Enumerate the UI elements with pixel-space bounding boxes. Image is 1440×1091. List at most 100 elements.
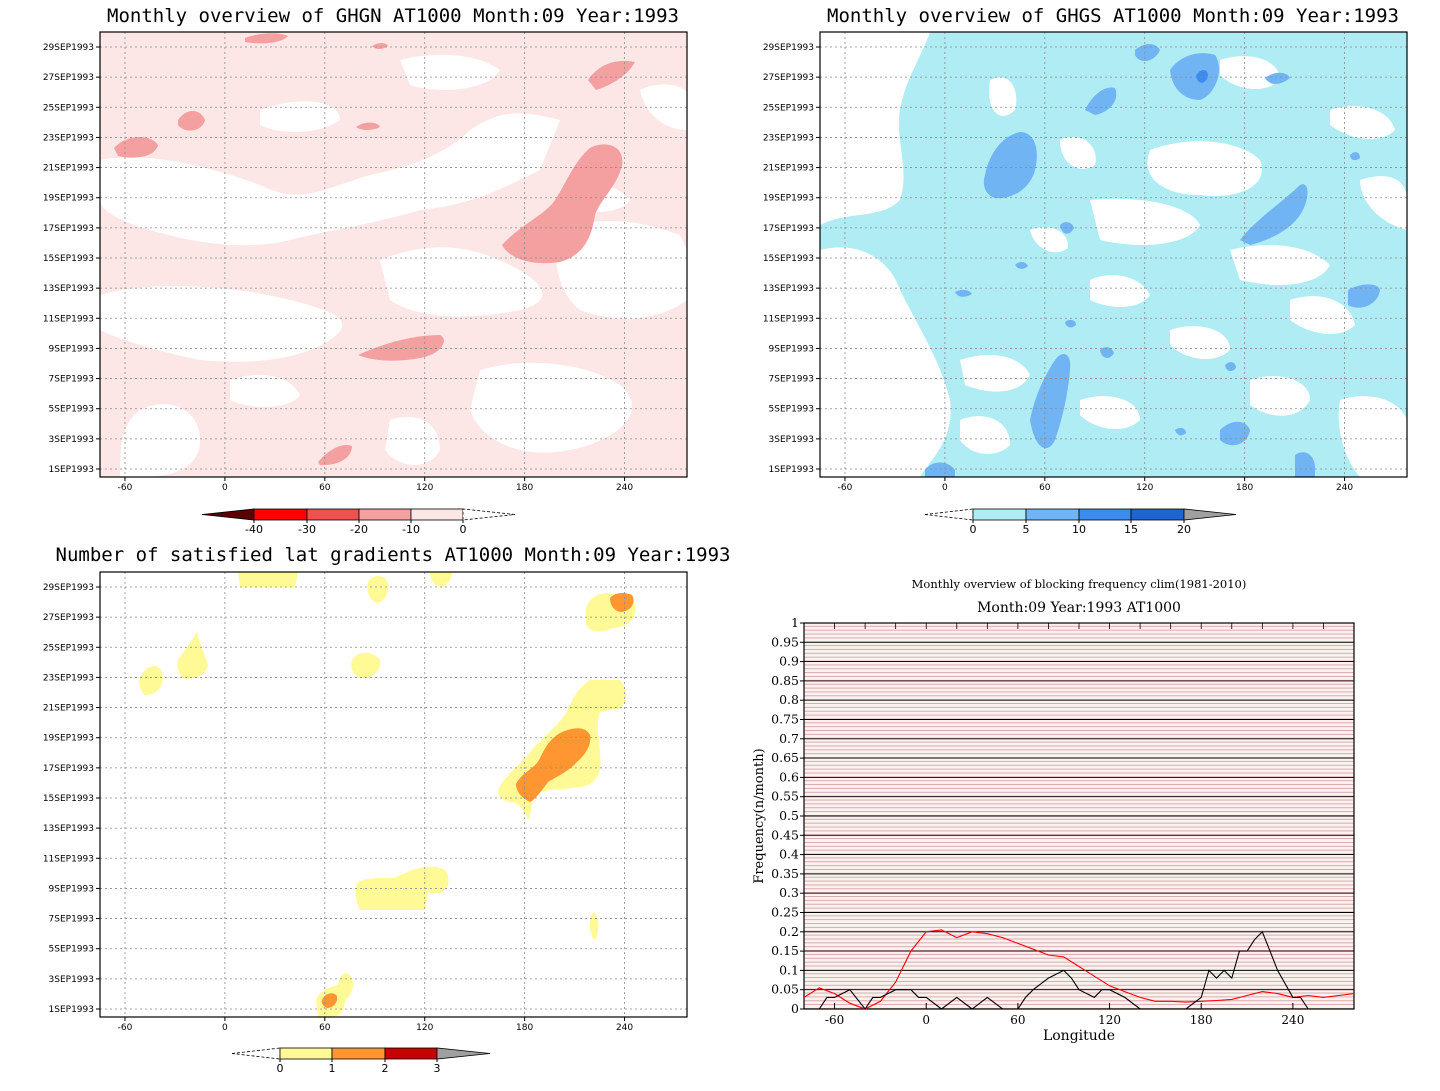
y-tick-label: 0.4 [779,847,799,862]
colorbar-label: -30 [298,523,316,536]
y-tick-label: 1SEP1993 [49,1005,94,1015]
y-tick-label: 29SEP1993 [43,43,94,53]
axes-ghgs: -60 0 60 120 180 240 1SEP1993 3SEP1993 5SEP1993 7… [763,31,1408,493]
y-tick-label: 0.45 [771,827,799,842]
x-tick-label: 240 [1281,1013,1304,1027]
y-tick-label: 0.85 [771,673,799,688]
y-tick-label: 3SEP1993 [49,975,94,985]
y-tick-label: 21SEP1993 [43,704,94,714]
colorbar-label: 10 [1072,523,1086,536]
y-tick-label: 0.8 [779,692,799,707]
colorbar-segment [306,508,360,521]
colorbar-label: 0 [460,523,467,536]
x-tick-label: 0 [222,483,228,493]
colorbar-segment [331,1047,386,1060]
x-tick-label: 180 [1190,1013,1213,1027]
y-tick-label: 23SEP1993 [43,673,94,683]
colorbar-triangle [462,508,516,521]
axes-blocking: 0 0.05 0.1 0.15 0.2 0.25 0.3 0.35 0.4 0.45 0.5 0.55… [752,615,1355,1044]
x-tick-label: 180 [516,1023,533,1033]
y-tick-label: 0.95 [771,634,799,649]
axes-gradients: -60 0 60 120 180 240 1SEP1993 3SEP1993 5SEP1993 7… [43,571,688,1033]
x-tick-label: -60 [838,483,853,493]
y-tick-label: 3SEP1993 [769,435,814,445]
colorbar-segment [279,1047,333,1060]
plot-frame [99,31,688,478]
colorbar-segment [410,508,464,521]
y-tick-label: 19SEP1993 [43,734,94,744]
y-tick-label: 27SEP1993 [43,613,94,623]
colorbar-gradients: 0 1 2 3 [231,1047,491,1075]
y-tick-label: 9SEP1993 [49,344,94,354]
colorbar-triangle [924,508,974,521]
colorbar-label: 20 [1177,523,1191,536]
y-tick-label: 29SEP1993 [763,43,814,53]
y-tick-label: 9SEP1993 [49,884,94,894]
x-tick-label: -60 [118,483,133,493]
colorbar-label: 0 [970,523,977,536]
y-tick-label: 17SEP1993 [763,224,814,234]
y-tick-label: 21SEP1993 [763,164,814,174]
x-tick-label: 240 [616,483,633,493]
y-tick-label: 23SEP1993 [43,133,94,143]
y-tick-label: 13SEP1993 [43,284,94,294]
y-tick-label: 13SEP1993 [763,284,814,294]
x-tick-label: 0 [922,1013,930,1027]
panel-title: Monthly overview of blocking frequency c… [912,577,1247,591]
plot-frame [99,571,688,1018]
x-tick-label: 120 [1136,483,1153,493]
colorbar-segment [1130,508,1185,521]
y-tick-label: 0.65 [771,750,799,765]
panel-blocking: Monthly overview of blocking frequency c… [804,577,1354,1009]
x-tick-label: 0 [942,483,948,493]
colorbar-label: 15 [1124,523,1138,536]
colorbar-label: -10 [402,523,420,536]
colorbar-ghgn: -40 -30 -20 -10 0 [201,508,516,536]
colorbar-ghgs: 0 5 10 15 20 [924,508,1237,536]
series-line-1 [804,930,1354,1010]
x-tick-label: 60 [1039,483,1051,493]
y-tick-label: 17SEP1993 [43,764,94,774]
y-tick-label: 29SEP1993 [43,583,94,593]
y-tick-label: 0 [791,1001,799,1016]
colorbar-label: 5 [1023,523,1030,536]
colorbar-segment [253,508,308,521]
panel-title: Monthly overview of GHGN AT1000 Month:09… [107,5,679,27]
y-tick-label: 23SEP1993 [763,133,814,143]
x-tick-label: 120 [416,483,433,493]
y-tick-label: 5SEP1993 [49,945,94,955]
y-tick-label: 0.25 [771,905,799,920]
y-tick-label: 11SEP1993 [763,314,814,324]
y-tick-label: 9SEP1993 [769,344,814,354]
colorbar-segment [384,1047,438,1060]
y-tick-label: 21SEP1993 [43,164,94,174]
y-tick-label: 15SEP1993 [43,794,94,804]
y-tick-label: 0.1 [779,962,799,977]
x-tick-label: 120 [1098,1013,1121,1027]
y-tick-label: 1SEP1993 [49,465,94,475]
colorbar-segment [358,508,412,521]
y-tick-label: 7SEP1993 [49,375,94,385]
y-tick-label: 19SEP1993 [43,194,94,204]
y-tick-label: 0.3 [779,885,799,900]
y-tick-label: 1SEP1993 [769,465,814,475]
y-tick-label: 0.9 [779,654,799,669]
x-tick-label: 60 [319,1023,331,1033]
colorbar-triangle [231,1047,281,1060]
x-tick-label: -60 [825,1013,844,1027]
panel-ghgs: Monthly overview of GHGS AT1000 Month:09… [820,5,1407,477]
colorbar-segment [1025,508,1080,521]
y-tick-label: 7SEP1993 [49,915,94,925]
colorbar-label: -40 [245,523,263,536]
y-axis-label: Frequency(n/month) [752,748,767,883]
plot-frame [819,31,1408,478]
series-line-0 [803,929,1355,1010]
x-tick-label: 180 [516,483,533,493]
colorbar-label: 1 [329,1062,336,1075]
x-tick-label: 60 [1010,1013,1025,1027]
colorbar-segment [1078,508,1132,521]
y-tick-label: 11SEP1993 [43,854,94,864]
y-tick-label: 11SEP1993 [43,314,94,324]
y-tick-label: 0.6 [779,769,799,784]
colorbar-label: 0 [277,1062,284,1075]
